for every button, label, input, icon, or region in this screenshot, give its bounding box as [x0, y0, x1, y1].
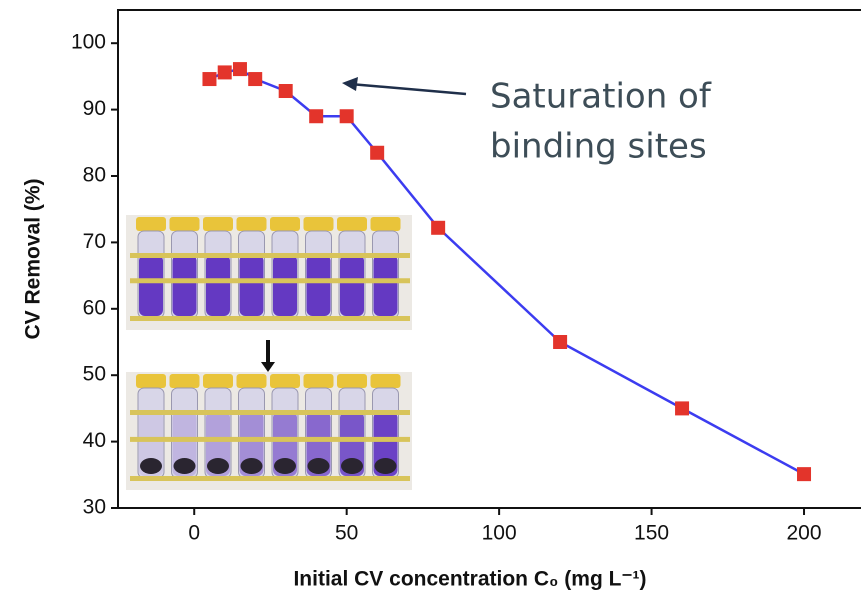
- rack-bar: [130, 437, 410, 442]
- vial-cap: [270, 374, 300, 388]
- vial-cap: [203, 374, 233, 388]
- vial-cap: [371, 374, 401, 388]
- rack-bar: [130, 410, 410, 415]
- y-tick-label: 40: [83, 429, 106, 452]
- annotation-arrowhead: [342, 77, 358, 91]
- y-tick-label: 90: [83, 97, 106, 120]
- x-axis-title: Initial CV concentration C₀ (mg L⁻¹): [293, 568, 646, 591]
- y-tick-label: 70: [83, 230, 106, 253]
- sediment: [341, 458, 363, 474]
- vial-cap: [237, 217, 267, 231]
- x-tick-label: 100: [482, 522, 517, 545]
- vial-liquid: [374, 255, 398, 316]
- vial-cap: [136, 217, 166, 231]
- rack-bar: [130, 316, 410, 321]
- data-marker: [797, 467, 811, 481]
- photo-bg: [126, 215, 412, 330]
- y-tick-label: 100: [71, 31, 106, 54]
- y-tick-label: 80: [83, 164, 106, 187]
- vial-liquid: [273, 255, 297, 316]
- x-tick-label: 150: [634, 522, 669, 545]
- vial-liquid: [240, 255, 264, 316]
- vial-cap: [304, 217, 334, 231]
- chart: Initial CV concentration C₀ (mg L⁻¹) CV …: [0, 0, 861, 603]
- data-marker: [279, 84, 293, 98]
- rack-bar: [130, 278, 410, 283]
- sediment: [308, 458, 330, 474]
- sediment: [274, 458, 296, 474]
- inset-photo: [126, 215, 412, 490]
- sediment: [174, 458, 196, 474]
- vial-cap: [136, 374, 166, 388]
- data-marker: [553, 335, 567, 349]
- inset-arrowhead: [261, 362, 275, 372]
- rack-bar: [130, 253, 410, 258]
- vial-cap: [203, 217, 233, 231]
- sediment: [375, 458, 397, 474]
- y-tick-label: 30: [83, 496, 106, 519]
- annotation: binding sites: [490, 127, 707, 167]
- vial-liquid: [307, 255, 331, 316]
- vial-cap: [170, 217, 200, 231]
- vial-liquid: [206, 255, 230, 316]
- vial-cap: [237, 374, 267, 388]
- data-marker: [309, 109, 323, 123]
- annotation-arrow: [350, 84, 466, 94]
- vial-cap: [270, 217, 300, 231]
- x-tick-label: 50: [335, 522, 358, 545]
- vial-liquid: [173, 255, 197, 316]
- vial-liquid: [139, 255, 163, 316]
- vial-liquid: [340, 255, 364, 316]
- annotation: Saturation of: [490, 77, 712, 117]
- y-tick-label: 60: [83, 296, 106, 319]
- y-axis-title: CV Removal (%): [22, 178, 45, 339]
- y-tick-label: 50: [83, 363, 106, 386]
- sediment: [140, 458, 162, 474]
- data-marker: [218, 65, 232, 79]
- data-marker: [340, 109, 354, 123]
- data-marker: [202, 72, 216, 86]
- x-tick-label: 200: [786, 522, 821, 545]
- rack-bar: [130, 476, 410, 481]
- data-marker: [675, 401, 689, 415]
- vial-cap: [337, 374, 367, 388]
- vial-cap: [337, 217, 367, 231]
- vial-cap: [371, 217, 401, 231]
- photo-bg: [126, 372, 412, 490]
- data-marker: [248, 72, 262, 86]
- data-marker: [431, 221, 445, 235]
- vial-cap: [170, 374, 200, 388]
- data-marker: [233, 62, 247, 76]
- data-marker: [370, 146, 384, 160]
- sediment: [241, 458, 263, 474]
- sediment: [207, 458, 229, 474]
- x-tick-label: 0: [188, 522, 200, 545]
- vial-cap: [304, 374, 334, 388]
